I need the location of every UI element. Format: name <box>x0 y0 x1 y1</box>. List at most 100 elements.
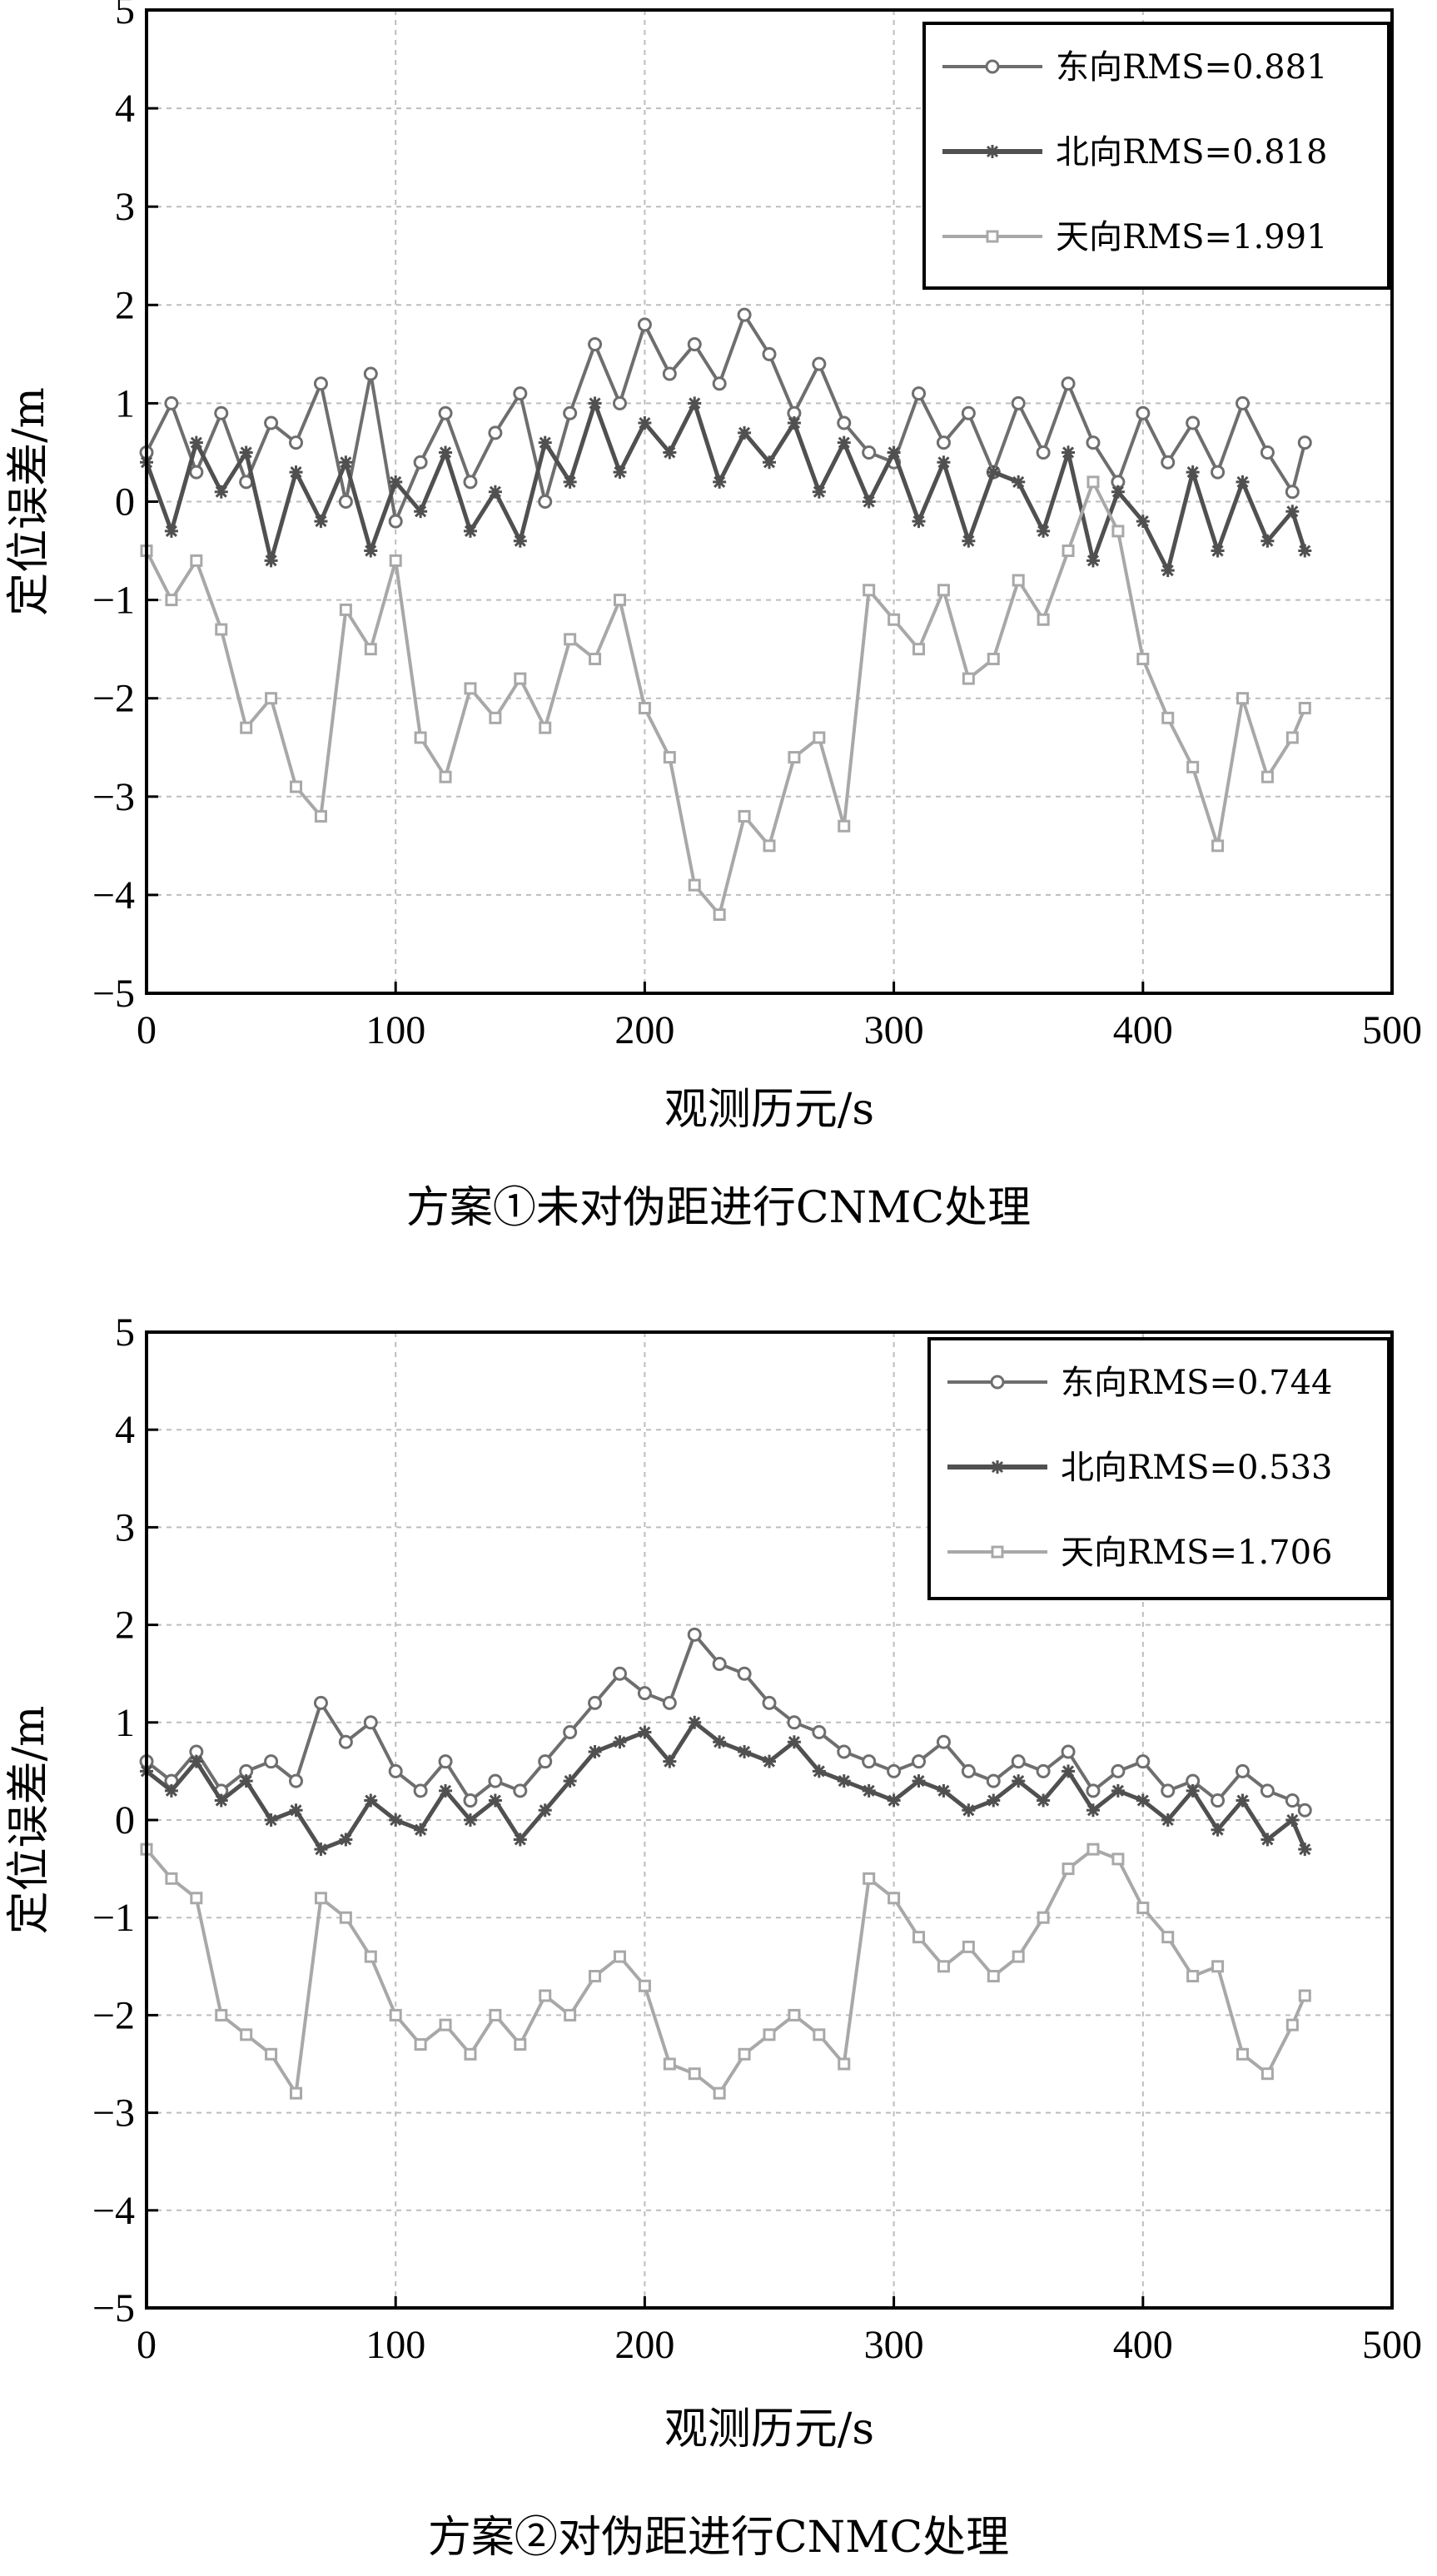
data-point <box>1086 1842 1100 1856</box>
data-point <box>588 1695 603 1710</box>
data-point <box>638 1979 651 1992</box>
figure-caption: 方案②对伪距进行CNMC处理 <box>428 2513 1009 2563</box>
data-point <box>1236 692 1249 705</box>
data-point <box>713 2086 726 2100</box>
chart-scheme-1: 0 100 200 300 400 500 5 4 3 2 1 0 −1 −2 −3 −4 −5 观测历元/s 定位… <box>4 0 1422 1233</box>
data-point <box>1161 564 1175 578</box>
data-point <box>613 1735 627 1749</box>
data-point <box>763 455 776 470</box>
data-point <box>1260 445 1275 460</box>
data-point <box>463 1793 478 1808</box>
data-point <box>388 1763 403 1778</box>
data-point <box>1086 1783 1101 1798</box>
data-point <box>1161 1783 1176 1798</box>
y-tick-label: 2 <box>115 1604 135 1648</box>
y-tick-label: 4 <box>115 1408 135 1452</box>
data-point <box>264 1754 279 1769</box>
data-point <box>1298 1842 1312 1857</box>
data-point <box>813 731 826 744</box>
data-point <box>1061 376 1076 391</box>
series-line <box>145 1719 1307 1852</box>
data-point <box>164 395 179 410</box>
data-point <box>887 1763 902 1778</box>
x-tick-label: 0 <box>137 2323 157 2367</box>
data-point <box>338 1734 353 1749</box>
data-point <box>364 544 378 558</box>
data-point <box>563 1774 577 1788</box>
data-point <box>688 1715 702 1729</box>
data-point <box>937 455 951 470</box>
y-tick-label: 0 <box>115 1798 135 1842</box>
data-point <box>389 1813 403 1827</box>
data-point <box>313 1695 328 1710</box>
data-point <box>912 1774 926 1788</box>
data-point <box>289 1773 304 1788</box>
data-point <box>538 1803 552 1818</box>
data-point <box>863 584 876 597</box>
data-point <box>588 396 602 410</box>
legend-label: 天向RMS=1.991 <box>1056 218 1328 256</box>
data-point <box>289 465 303 480</box>
data-point <box>688 396 702 410</box>
data-point <box>787 1715 802 1730</box>
data-point <box>439 1783 453 1798</box>
x-axis-title: 观测历元/s <box>664 2404 874 2454</box>
y-tick-label: 3 <box>115 1505 135 1549</box>
x-tick-label: 300 <box>864 1008 924 1052</box>
data-point <box>1111 1783 1125 1798</box>
data-point <box>962 534 976 548</box>
data-point <box>439 2018 452 2031</box>
data-point <box>662 1695 677 1710</box>
data-point <box>763 1754 776 1768</box>
data-point <box>489 2008 502 2022</box>
data-point <box>1037 613 1050 626</box>
data-point <box>888 1892 901 1905</box>
data-point <box>1260 2067 1274 2081</box>
data-point <box>962 672 975 685</box>
data-point <box>787 416 801 430</box>
data-point <box>812 1725 827 1740</box>
data-point <box>1298 544 1312 558</box>
data-point <box>488 1793 502 1808</box>
data-point <box>762 1695 777 1710</box>
data-point <box>564 2008 577 2022</box>
data-point <box>1186 1970 1200 1983</box>
data-point <box>214 1793 228 1808</box>
data-point <box>663 2057 676 2071</box>
y-tick-label: −4 <box>92 2189 135 2233</box>
y-tick-label: 5 <box>115 1310 135 1355</box>
data-point <box>1036 445 1051 460</box>
data-point <box>912 643 926 656</box>
data-point <box>1298 702 1311 715</box>
series-line <box>144 396 1307 577</box>
data-point <box>862 495 876 509</box>
data-point <box>1285 2018 1299 2031</box>
data-point <box>290 780 303 793</box>
data-point <box>1037 1793 1051 1808</box>
data-point <box>738 425 752 440</box>
data-point <box>240 2028 253 2041</box>
data-point <box>339 455 353 470</box>
data-point <box>239 1774 253 1788</box>
series-north <box>140 396 1312 578</box>
data-point <box>812 485 826 499</box>
data-point <box>862 1783 876 1798</box>
data-point <box>264 554 278 568</box>
data-point <box>962 1803 976 1818</box>
data-point <box>414 505 428 519</box>
data-point <box>638 702 651 715</box>
data-point <box>961 1763 976 1778</box>
legend-marker <box>986 230 999 243</box>
data-point <box>489 711 502 724</box>
data-point <box>1037 524 1051 538</box>
data-point <box>189 465 204 480</box>
legend-marker <box>985 59 1000 74</box>
data-point <box>339 1833 353 1847</box>
data-point <box>1211 544 1225 558</box>
data-point <box>189 435 203 450</box>
data-point <box>837 415 852 430</box>
data-point <box>588 337 603 352</box>
data-point <box>1235 395 1250 410</box>
figure-caption: 方案①未对伪距进行CNMC处理 <box>406 1183 1031 1233</box>
legend-label: 北向RMS=0.818 <box>1056 133 1328 172</box>
